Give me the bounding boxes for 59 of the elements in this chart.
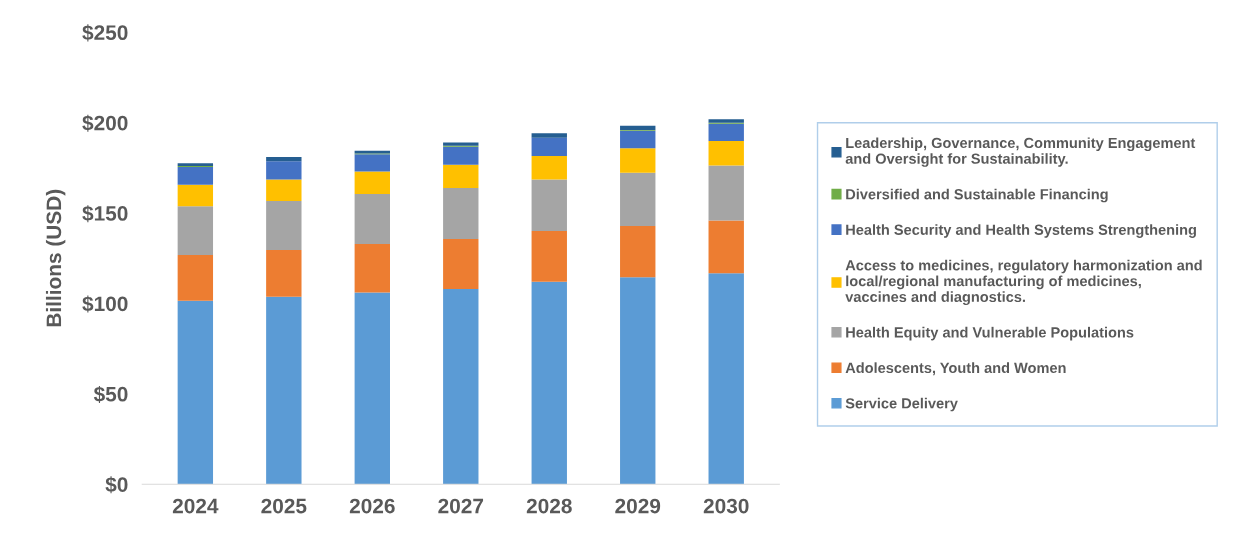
- y-tick-label: $250: [82, 24, 128, 42]
- bar: [354, 193, 390, 244]
- bar: [177, 254, 214, 301]
- x-tick-label: 2030: [703, 498, 749, 514]
- x-tick-label: 2027: [438, 498, 484, 514]
- bar: [177, 206, 214, 255]
- x-tick-label: 2029: [615, 498, 661, 514]
- bar: [620, 148, 656, 173]
- bar: [266, 157, 302, 162]
- x-tick-label: 2028: [526, 498, 572, 514]
- bar: [531, 179, 567, 232]
- bar: [531, 281, 567, 485]
- y-axis-title: Billions (USD): [45, 189, 66, 327]
- bar: [708, 220, 744, 274]
- bar: [620, 130, 656, 149]
- x-tick-label: 2026: [349, 498, 395, 514]
- bar: [531, 133, 567, 138]
- legend-label: Diversified and Sustainable Financing: [846, 188, 1108, 203]
- y-tick-label: $50: [93, 385, 128, 403]
- bar: [177, 300, 214, 485]
- bar: [620, 277, 656, 485]
- bar: [620, 172, 656, 226]
- bar: [354, 292, 390, 485]
- bar: [620, 125, 656, 130]
- y-tick-label: $100: [82, 295, 128, 313]
- bar: [354, 171, 390, 194]
- bar: [177, 184, 214, 207]
- bar: [266, 161, 302, 180]
- bar: [354, 154, 390, 172]
- bar: [531, 155, 567, 180]
- bar: [354, 243, 390, 293]
- legend-label: Adolescents, Youth and Women: [845, 362, 1066, 376]
- legend-label: Health Security and Health Systems Strengthening: [846, 224, 1196, 238]
- bar: [708, 141, 744, 166]
- bar: [443, 187, 479, 239]
- legend-label: Health Equity and Vulnerable Populations: [846, 326, 1134, 341]
- bar: [531, 231, 567, 282]
- bar: [443, 288, 479, 485]
- y-tick-label: $0: [105, 476, 128, 494]
- y-tick-label: $200: [82, 114, 128, 132]
- y-tick-label: $150: [82, 205, 128, 223]
- bar: [443, 146, 479, 165]
- bar: [266, 179, 302, 201]
- bar: [708, 123, 744, 142]
- bar: [266, 296, 302, 485]
- bar: [531, 137, 567, 156]
- bar: [443, 238, 479, 289]
- legend-label: Service Delivery: [845, 397, 958, 412]
- bar: [620, 225, 656, 278]
- bar: [708, 273, 744, 485]
- x-tick-label: 2025: [261, 498, 307, 514]
- bar: [177, 166, 214, 185]
- bar: [266, 250, 302, 297]
- bar: [443, 164, 479, 188]
- legend-label: Leadership, Governance, Community Engagement and Oversight for Sustainability.: [845, 137, 1196, 167]
- x-tick-label: 2024: [172, 498, 219, 514]
- bar: [708, 165, 744, 221]
- bar: [266, 200, 302, 251]
- legend-label: Access to medicines, regulatory harmonization and local/regional manufacturing of medicines, vaccines and diagnostics.: [845, 259, 1202, 305]
